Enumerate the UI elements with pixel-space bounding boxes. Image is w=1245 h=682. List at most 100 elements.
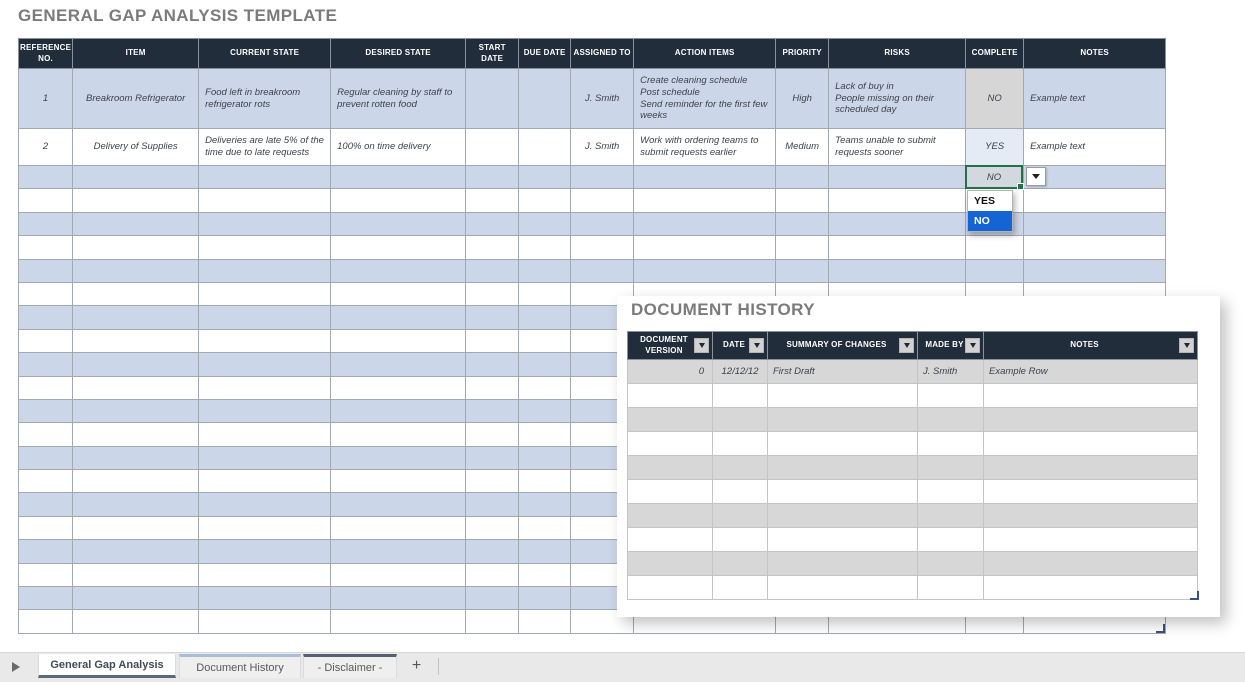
empty-cell[interactable] [465,539,520,564]
empty-cell[interactable] [198,515,332,541]
empty-cell[interactable] [198,609,332,634]
doc-empty-cell[interactable] [712,503,768,528]
cell[interactable]: Create cleaning schedule Post schedule S… [633,68,777,129]
doc-empty-cell[interactable] [627,551,713,576]
empty-cell[interactable] [518,422,572,447]
empty-cell[interactable] [570,164,635,190]
empty-cell[interactable] [465,188,520,213]
empty-cell[interactable] [518,258,572,283]
empty-cell[interactable] [465,586,520,611]
doc-empty-cell[interactable] [917,383,984,408]
empty-cell[interactable] [72,539,200,564]
empty-cell[interactable] [17,492,74,517]
cell[interactable]: NO [965,68,1025,129]
doc-empty-cell[interactable] [917,407,984,432]
doc-empty-cell[interactable] [627,407,713,432]
empty-cell[interactable] [330,539,467,564]
doc-empty-cell[interactable] [712,527,768,552]
doc-empty-cell[interactable] [627,431,713,456]
empty-cell[interactable] [518,211,572,237]
column-header-risks[interactable]: RISKS [828,38,967,69]
empty-cell[interactable] [330,281,467,307]
empty-cell[interactable] [775,188,830,213]
column-header-priority[interactable]: PRIORITY [775,38,830,69]
empty-cell[interactable] [17,281,74,307]
empty-cell[interactable] [570,211,635,237]
doc-empty-cell[interactable] [983,551,1198,576]
empty-cell[interactable] [330,188,467,213]
column-header-desired-state[interactable]: DESIRED STATE [330,38,467,69]
empty-cell[interactable] [570,188,635,213]
empty-cell[interactable] [198,445,332,471]
cell[interactable]: Food left in breakroom refrigerator rots [198,68,332,129]
empty-cell[interactable] [1023,258,1167,283]
empty-cell[interactable] [198,375,332,400]
doc-empty-cell[interactable] [983,431,1198,456]
empty-cell[interactable] [198,281,332,307]
doc-table-resize-handle[interactable] [1190,591,1199,600]
empty-cell[interactable] [465,422,520,447]
doc-empty-cell[interactable] [917,431,984,456]
empty-cell[interactable] [518,539,572,564]
empty-cell[interactable] [330,258,467,283]
empty-cell[interactable] [518,562,572,588]
empty-cell[interactable] [198,562,332,588]
doc-empty-cell[interactable] [712,383,768,408]
empty-cell[interactable] [198,188,332,213]
empty-cell[interactable] [17,188,74,213]
filter-button[interactable] [694,338,709,353]
empty-cell[interactable] [518,328,572,354]
empty-cell[interactable] [518,445,572,471]
empty-cell[interactable] [465,211,520,237]
cell[interactable]: Regular cleaning by staff to prevent rot… [330,68,467,129]
empty-cell[interactable] [518,469,572,494]
sheet-tab-disclaimer[interactable]: - Disclaimer - [303,654,397,678]
empty-cell[interactable] [775,235,830,260]
cell[interactable]: Breakroom Refrigerator [72,68,200,129]
empty-cell[interactable] [465,328,520,354]
doc-cell[interactable]: J. Smith [917,359,984,384]
empty-cell[interactable] [465,258,520,283]
empty-cell[interactable] [198,305,332,330]
doc-empty-cell[interactable] [767,407,918,432]
empty-cell[interactable] [72,469,200,494]
column-header-action-items[interactable]: ACTION ITEMS [633,38,777,69]
doc-empty-cell[interactable] [917,455,984,480]
doc-empty-cell[interactable] [767,575,918,600]
column-header-item[interactable]: ITEM [72,38,200,69]
empty-cell[interactable] [198,539,332,564]
empty-cell[interactable] [518,609,572,634]
empty-cell[interactable] [330,469,467,494]
sheet-tab-general-gap-analysis[interactable]: General Gap Analysis [38,654,176,678]
empty-cell[interactable] [633,188,777,213]
cell[interactable] [518,128,572,166]
empty-cell[interactable] [330,352,467,377]
empty-cell[interactable] [775,211,830,237]
cell[interactable]: J. Smith [570,68,635,129]
empty-cell[interactable] [17,235,74,260]
empty-cell[interactable] [17,445,74,471]
doc-empty-cell[interactable] [712,431,768,456]
empty-cell[interactable] [17,258,74,283]
doc-empty-cell[interactable] [712,551,768,576]
empty-cell[interactable] [72,562,200,588]
empty-cell[interactable] [198,352,332,377]
empty-cell[interactable] [330,328,467,354]
doc-column-header-made-by[interactable]: MADE BY [917,331,984,360]
empty-cell[interactable] [965,258,1025,283]
empty-cell[interactable] [17,562,74,588]
cell[interactable]: Example text [1023,68,1167,129]
empty-cell[interactable] [570,258,635,283]
empty-cell[interactable] [198,422,332,447]
doc-empty-cell[interactable] [983,383,1198,408]
cell[interactable]: Example text [1023,128,1167,166]
filter-button[interactable] [1179,338,1194,353]
empty-cell[interactable] [17,211,74,237]
empty-cell[interactable] [72,328,200,354]
doc-empty-cell[interactable] [767,527,918,552]
cell[interactable]: Teams unable to submit requests sooner [828,128,967,166]
doc-column-header-summary-of-changes[interactable]: SUMMARY OF CHANGES [767,331,918,360]
empty-cell[interactable] [17,539,74,564]
empty-cell[interactable] [17,609,74,634]
empty-cell[interactable] [198,164,332,190]
